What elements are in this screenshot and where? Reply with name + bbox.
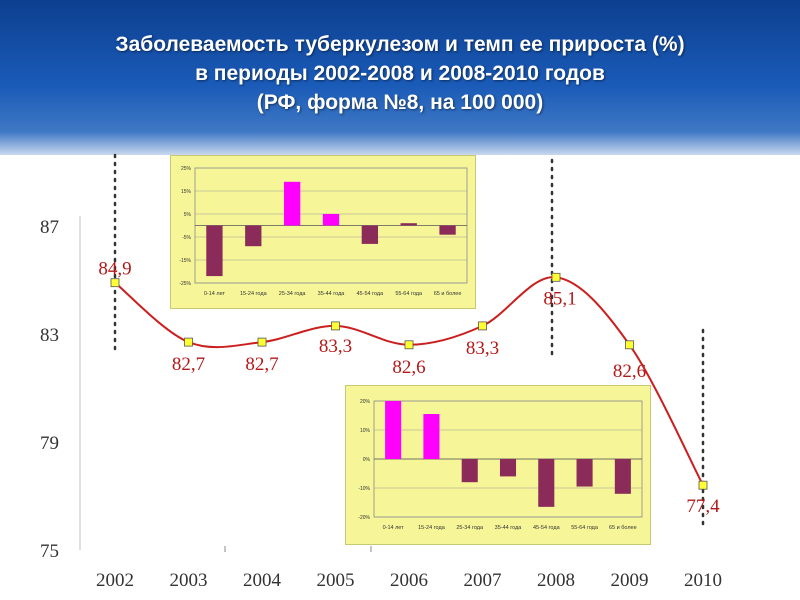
bar-4 xyxy=(499,459,517,477)
data-label-2003: 82,7 xyxy=(172,354,205,375)
growth-bar-chart-2008-2010: 20% 10% 0% -10% -20% 0-14 лет 15-24 года 25-34 … xyxy=(345,385,651,545)
data-point-2005 xyxy=(331,321,340,331)
x-tick-label-2006: 2006 xyxy=(390,570,428,591)
title-line-1: Заболеваемость туберкулезом и темп ее пр… xyxy=(115,33,685,56)
bar-3 xyxy=(283,181,301,226)
x-tick-label: 35-44 года xyxy=(318,291,346,297)
y-tick-label: -10% xyxy=(358,486,370,492)
x-tick-label: 0-14 лет xyxy=(204,291,226,297)
y-tick-label: -20% xyxy=(358,515,370,521)
y-tick-label: 15% xyxy=(181,189,192,195)
x-tick-label-2005: 2005 xyxy=(317,570,355,591)
bar-4 xyxy=(322,214,340,226)
y-tick-label: 79 xyxy=(40,433,59,454)
growth-bar-chart-2008-2010-svg: 20% 10% 0% -10% -20% 0-14 лет 15-24 года 25-34 … xyxy=(358,399,643,531)
data-label-2005: 83,3 xyxy=(319,336,352,357)
y-tick-label: -5% xyxy=(182,235,191,241)
y-tick-label: 10% xyxy=(360,428,371,434)
x-tick-label: 25-34 года xyxy=(279,291,307,297)
title-line-2: в периоды 2002-2008 и 2008-2010 годов xyxy=(195,62,605,85)
header-banner xyxy=(0,0,800,155)
data-point-2003 xyxy=(184,337,193,347)
y-tick-label: 75 xyxy=(40,541,59,562)
data-label-2004: 82,7 xyxy=(245,354,278,375)
bar-6 xyxy=(576,459,593,487)
x-tick-label: 35-44 года xyxy=(495,525,523,531)
data-label-2010: 77,4 xyxy=(686,496,720,517)
x-tick-label: 45-54 года xyxy=(357,291,385,297)
data-point-2010 xyxy=(698,480,708,490)
x-tick-label-2002: 2002 xyxy=(96,570,134,591)
y-tick-label: -25% xyxy=(179,281,191,287)
bar-7 xyxy=(614,459,631,494)
x-tick-label: 0-14 лет xyxy=(383,525,405,531)
y-tick-label: 83 xyxy=(40,325,59,346)
y-tick-label: 5% xyxy=(184,212,192,218)
y-tick-label: 20% xyxy=(360,399,371,405)
data-label-2007: 83,3 xyxy=(466,338,499,359)
x-tick-label-2010: 2010 xyxy=(684,570,722,591)
x-tick-label-2003: 2003 xyxy=(170,570,208,591)
x-tick-label-2004: 2004 xyxy=(243,570,282,591)
y-tick-label: -15% xyxy=(179,258,191,264)
x-tick-label: 55-64 года xyxy=(395,291,423,297)
y-tick-label: 0% xyxy=(363,457,371,463)
x-tick-label: 65 и более xyxy=(609,525,637,531)
bar-2 xyxy=(423,414,440,459)
data-point-2002 xyxy=(110,278,120,288)
y-tick-label: 87 xyxy=(40,217,59,238)
y-tick-label: 25% xyxy=(181,166,192,172)
x-tick-label-2007: 2007 xyxy=(464,570,502,591)
data-label-2006: 82,6 xyxy=(392,357,425,378)
slide-title: Заболеваемость туберкулезом и темп ее пр… xyxy=(0,30,800,117)
data-label-2009: 82,6 xyxy=(613,361,646,382)
bar-2 xyxy=(245,225,262,247)
data-point-2008 xyxy=(551,272,561,282)
bar-1 xyxy=(385,401,402,459)
bar-6 xyxy=(400,223,417,226)
growth-bar-chart-2002-2008-svg: 25% 15% 5% -5% -15% -25% 0-14 лет 15-24 года 25-… xyxy=(179,166,468,297)
bar-7 xyxy=(439,225,456,235)
data-point-2004 xyxy=(257,337,267,347)
data-label-2008: 85,1 xyxy=(543,288,576,309)
title-line-3: (РФ, форма №8, на 100 000) xyxy=(256,91,544,114)
data-label-2002: 84,9 xyxy=(98,259,131,280)
x-tick-label: 15-24 года xyxy=(418,525,446,531)
x-tick-label: 25-34 года xyxy=(456,525,484,531)
data-point-2007 xyxy=(478,321,487,331)
growth-bar-chart-2002-2008: 25% 15% 5% -5% -15% -25% 0-14 лет 15-24 года 25-… xyxy=(170,155,476,309)
x-tick-label-2008: 2008 xyxy=(537,570,575,591)
bar-3 xyxy=(461,459,478,483)
bar-5 xyxy=(538,459,555,507)
data-point-2009 xyxy=(625,340,634,350)
x-tick-label: 45-54 года xyxy=(533,525,561,531)
x-tick-label-2009: 2009 xyxy=(611,570,649,591)
x-tick-label: 55-64 года xyxy=(571,525,599,531)
x-tick-label: 15-24 года xyxy=(240,291,268,297)
data-point-2006 xyxy=(404,340,414,350)
bar-1 xyxy=(206,225,223,277)
x-tick-label: 65 и более xyxy=(434,291,462,297)
bar-5 xyxy=(361,225,379,244)
